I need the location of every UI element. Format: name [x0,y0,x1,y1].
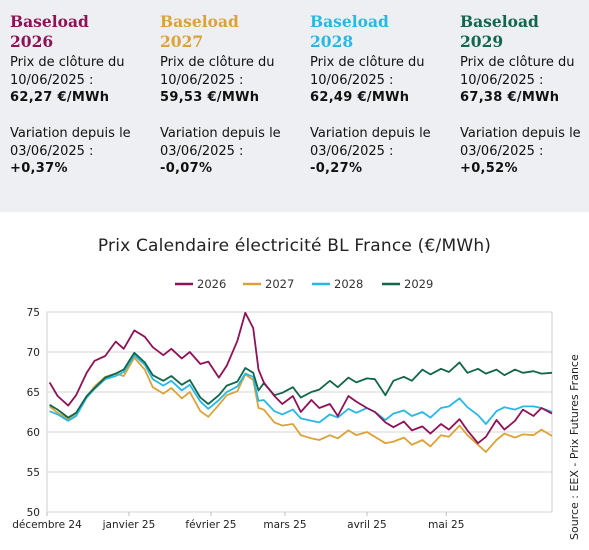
variation-label: Variation depuis le 03/06/2025 : [10,126,131,159]
y-tick-label: 55 [27,467,40,479]
series-line-2027 [49,356,553,453]
legend-label-2029: 2029 [404,277,433,291]
legend-label-2028: 2028 [334,277,363,291]
card-title-year: 2026 [10,32,54,51]
card-title-line1: Baseload [310,12,389,31]
y-tick-label: 50 [27,507,40,519]
legend-label-2027: 2027 [265,277,294,291]
card-title-line1: Baseload [10,12,89,31]
series-line-2026 [48,311,553,445]
card-title: Baseload 2026 [10,12,155,52]
card-title-year: 2027 [160,32,204,51]
x-tick-label: avril 25 [347,519,387,531]
chart-title: Prix Calendaire électricité BL France (€… [97,236,492,256]
variation-value: -0,27% [310,161,363,176]
x-tick-label: mars 25 [263,519,306,531]
price-value: 62,27 €/MWh [10,90,110,105]
plot-frame [46,311,553,513]
series-line-2028 [49,354,553,425]
card-title-year: 2028 [310,32,354,51]
legend-label-2026: 2026 [197,277,226,291]
price-label: Prix de clôture du 10/06/2025 : [10,55,125,88]
source-label: Source : EEX - Prix Futures France [568,354,581,540]
variation-label: Variation depuis le 03/06/2025 : [460,126,581,159]
variation-value: +0,52% [460,161,518,176]
series-line-2029 [49,351,553,419]
variation-label: Variation depuis le 03/06/2025 : [310,126,431,159]
summary-panel: Baseload 2026 Prix de clôture du 10/06/2… [0,0,589,212]
card-title-year: 2029 [460,32,504,51]
price-value: 59,53 €/MWh [160,90,260,105]
card-baseload-2026: Baseload 2026 Prix de clôture du 10/06/2… [10,12,155,177]
variation-label: Variation depuis le 03/06/2025 : [160,126,281,159]
card-title-line1: Baseload [160,12,239,31]
card-title: Baseload 2029 [460,12,589,52]
y-tick-label: 75 [27,307,40,319]
card-title: Baseload 2027 [160,12,305,52]
card-baseload-2028: Baseload 2028 Prix de clôture du 10/06/2… [310,12,455,177]
card-title: Baseload 2028 [310,12,455,52]
card-baseload-2027: Baseload 2027 Prix de clôture du 10/06/2… [160,12,305,177]
price-label: Prix de clôture du 10/06/2025 : [310,55,425,88]
y-tick-label: 65 [27,387,40,399]
variation-value: +0,37% [10,161,68,176]
y-tick-label: 70 [27,347,40,359]
price-value: 62,49 €/MWh [310,90,410,105]
x-tick-label: février 25 [185,519,236,531]
price-label: Prix de clôture du 10/06/2025 : [160,55,275,88]
price-value: 67,38 €/MWh [460,90,560,105]
y-tick-label: 60 [27,427,40,439]
price-line-chart: 50 55 60 65 70 75 décembre 24 janvier 25 février… [12,277,581,540]
x-tick-label: décembre 24 [12,519,82,531]
x-tick-label: janvier 25 [102,519,156,531]
x-tick-label: mai 25 [428,519,464,531]
card-title-line1: Baseload [460,12,539,31]
card-baseload-2029: Baseload 2029 Prix de clôture du 10/06/2… [460,12,589,177]
price-label: Prix de clôture du 10/06/2025 : [460,55,575,88]
variation-value: -0,07% [160,161,213,176]
